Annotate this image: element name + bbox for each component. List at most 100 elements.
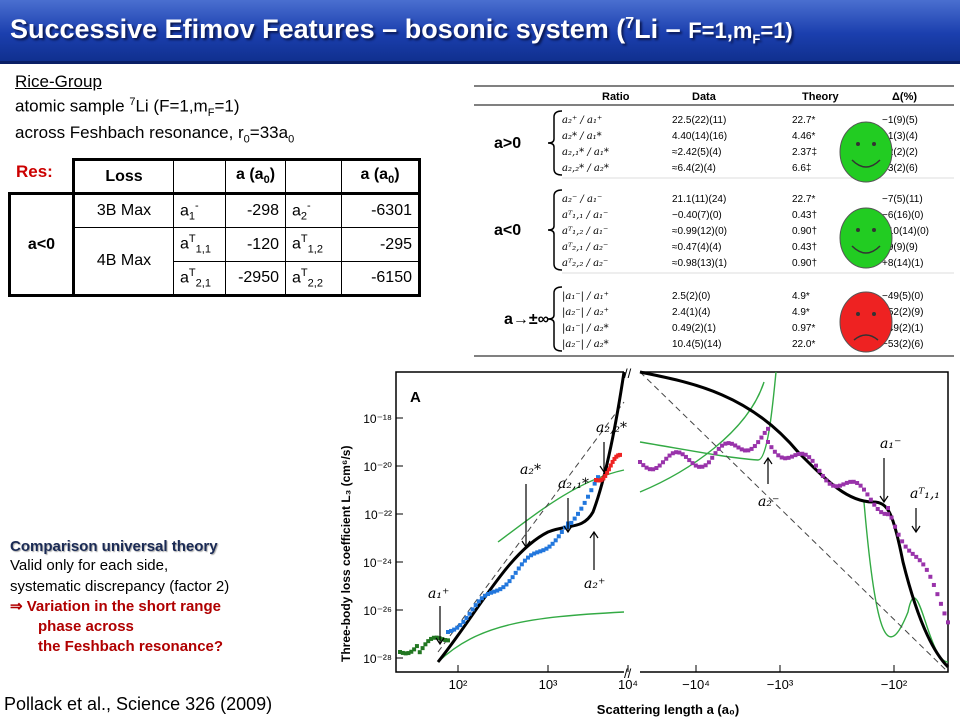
annotation-label: a₂⁻ <box>758 494 779 510</box>
data-cell: ≈0.47(4)(4) <box>672 242 721 253</box>
data-point-purple <box>687 458 692 463</box>
y-tick-label: 10⁻²⁶ <box>363 604 392 618</box>
data-cell: ≈0.98(13)(1) <box>672 258 727 269</box>
data-point-purple <box>776 453 781 458</box>
data-point-red <box>605 470 610 475</box>
green-curve <box>639 381 765 493</box>
data-point-purple <box>733 443 738 448</box>
delta-cell: +9(9)(9) <box>882 242 918 253</box>
data-point-green <box>414 644 419 649</box>
delta-cell: −52(2)(9) <box>882 307 923 318</box>
data-point-purple <box>946 620 950 625</box>
data-point-purple <box>683 454 688 459</box>
data-point-blue <box>532 551 537 556</box>
y-tick-label: 10⁻²⁸ <box>363 652 392 666</box>
theory-cell: 4.9* <box>792 291 810 302</box>
face-mouth <box>851 245 881 254</box>
data-point-blue <box>479 596 484 601</box>
x-tick-label: −10³ <box>767 677 794 692</box>
annotation-label: a₁⁻ <box>880 436 901 452</box>
axis-break <box>624 667 640 677</box>
data-point-purple <box>851 479 856 484</box>
data-point-purple <box>886 506 890 510</box>
data-point-blue <box>541 548 546 553</box>
data-point-purple <box>882 511 887 516</box>
data-point-red <box>606 467 611 472</box>
ratio-comparison-table: Ratio Data Theory Δ(%) a>0 a₂⁺ / a₁⁺ 22.5(22)(… <box>474 85 954 357</box>
data-point-blue <box>582 500 587 505</box>
black-theory-curve <box>639 370 950 669</box>
data-point-green <box>440 637 445 642</box>
data-point-green <box>434 635 439 640</box>
ratio-cell: a₂⁺ / a₁⁺ <box>562 115 602 126</box>
loss-3b: 3B Max <box>72 193 174 228</box>
data-point-green <box>446 638 450 643</box>
x-tick-label: −10² <box>881 677 908 692</box>
data-point-purple <box>838 483 842 488</box>
theory-cell: 4.46* <box>792 131 815 142</box>
frowning-face-icon <box>839 291 893 353</box>
data-point-purple <box>667 453 672 458</box>
data-point-purple <box>848 479 853 484</box>
data-point-purple <box>697 464 702 469</box>
data-point-purple <box>907 548 912 553</box>
data-point-green <box>398 650 402 654</box>
theory-cell: 0.90† <box>792 258 817 269</box>
table-row: a<0 3B Max a1- -298 a2- -6301 <box>8 192 421 297</box>
smiley-face-icon <box>839 121 893 183</box>
data-point-purple <box>693 463 698 468</box>
data-point-green <box>443 637 448 642</box>
data-point-purple <box>817 468 822 473</box>
data-point-blue <box>498 587 503 592</box>
data-point-blue <box>507 579 512 584</box>
data-point-purple <box>862 487 866 492</box>
annotation-label: a₂,₂* <box>596 420 627 436</box>
green-curve <box>437 611 625 663</box>
data-point-purple <box>841 482 846 487</box>
data-point-purple <box>680 452 685 457</box>
data-point-green <box>409 649 414 654</box>
data-point-green <box>412 647 417 652</box>
arrow-head-icon <box>911 525 921 534</box>
data-point-blue <box>464 616 469 621</box>
data-point-purple <box>893 524 898 529</box>
data-point-purple <box>706 460 711 465</box>
face-eye <box>872 312 876 316</box>
data-point-purple <box>739 447 744 452</box>
ratio-cell: |a₁⁻| / a₂* <box>562 323 609 334</box>
data-point-blue <box>452 627 457 632</box>
face-eye <box>856 142 860 146</box>
data-point-red <box>601 476 606 481</box>
data-point-purple <box>796 452 801 457</box>
data-point-purple <box>928 574 933 579</box>
data-cell: ≈6.4(2)(4) <box>672 163 716 174</box>
ratio-cell: a₂* / a₁* <box>562 131 602 142</box>
data-point-purple <box>793 453 798 458</box>
data-point-purple <box>879 510 884 515</box>
delta-cell: +10(14)(0) <box>882 226 929 237</box>
delta-cell: −1(9)(5) <box>882 115 918 126</box>
theory-cell: 22.7* <box>792 194 815 205</box>
data-point-purple <box>903 544 908 549</box>
data-point-purple <box>855 481 860 486</box>
data-point-blue <box>473 603 478 608</box>
data-point-purple <box>889 515 894 520</box>
data-point-blue <box>516 566 521 571</box>
data-point-purple <box>752 444 757 449</box>
data-point-purple <box>786 455 791 460</box>
data-point-purple <box>664 456 669 461</box>
data-cell: ≈0.99(12)(0) <box>672 226 727 237</box>
data-cell: −0.40(7)(0) <box>672 210 722 221</box>
data-point-purple <box>886 512 890 517</box>
data-point-purple <box>654 466 659 471</box>
face-eye <box>856 228 860 232</box>
data-point-purple <box>743 448 748 453</box>
data-point-blue <box>572 516 577 521</box>
data-point-purple <box>938 601 943 606</box>
brace-icon <box>547 286 563 352</box>
data-point-green <box>429 636 434 641</box>
x-tick-label: 10⁴ <box>618 677 638 692</box>
ratio-cell: a₂,₂* / a₂* <box>562 163 609 174</box>
data-point-purple <box>772 449 777 454</box>
implies-arrow-icon: ⇒ <box>10 598 23 615</box>
